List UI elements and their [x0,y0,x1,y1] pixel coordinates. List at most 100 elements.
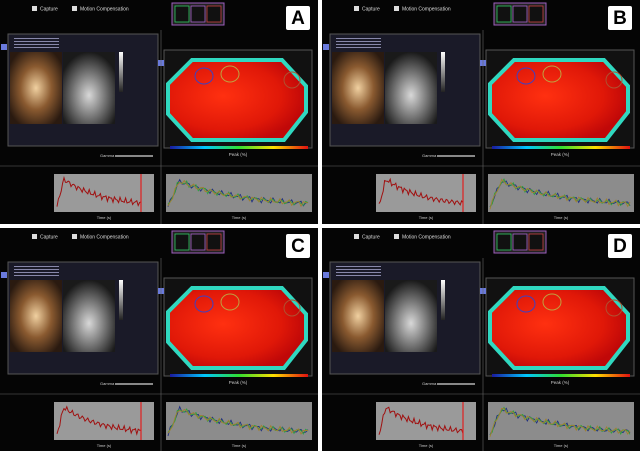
gamma-slider [115,155,153,157]
thumbnail [207,234,221,250]
thumbnail [207,6,221,22]
contrast-image [332,52,384,124]
contrast-image [332,280,384,352]
screenshot-panel: Capture Motion Compensation C Gamma Peak (%)… [0,228,318,451]
checkbox [32,6,37,11]
roi-chart [488,174,634,212]
checkbox [394,234,399,239]
color-bar [170,146,308,149]
tic-chart [54,174,154,212]
capture-label: Capture [40,6,58,12]
grayscale-bar [119,280,123,320]
checkbox [32,234,37,239]
checkbox [354,234,359,239]
color-bar [492,146,630,149]
figure: Capture Motion Compensation A Gamma Peak (%)… [0,0,640,451]
info-line [336,266,381,267]
panel-label: C [291,236,305,257]
info-line [14,275,59,276]
side-tab [323,44,329,50]
panel-label: B [613,8,627,29]
color-bar [170,374,308,377]
perfusion-map [168,60,306,140]
roi-chart [166,402,312,440]
info-line [14,269,59,270]
tic-chart [54,402,154,440]
panel-label: A [291,8,305,29]
motion-label: Motion Compensation [402,234,451,240]
thumbnail [191,234,205,250]
grayscale-bar [441,52,445,92]
time-label: Time (s) [232,443,247,448]
info-line [14,266,59,267]
motion-label: Motion Compensation [80,234,129,240]
info-line [14,44,59,45]
checkbox [394,6,399,11]
tic-chart [376,174,476,212]
thumbnail [529,234,543,250]
peak-label: Peak (%) [229,152,248,157]
gamma-slider [437,155,475,157]
side-tab [323,272,329,278]
screenshot-panel: Capture Motion Compensation D Gamma Peak (%)… [322,228,640,451]
time-label: Time (s) [97,443,112,448]
gamma-label: Gamma [100,153,115,158]
time-label: Time (s) [232,215,247,220]
checkbox [354,6,359,11]
color-bar [492,374,630,377]
perfusion-map [490,288,628,368]
thumbnail [497,6,511,22]
peak-label: Peak (%) [229,380,248,385]
side-tab [1,272,7,278]
motion-label: Motion Compensation [80,6,129,12]
gamma-slider [437,383,475,385]
peak-label: Peak (%) [551,152,570,157]
capture-label: Capture [40,234,58,240]
info-line [336,38,381,39]
thumbnail [175,6,189,22]
info-line [14,41,59,42]
perfusion-map [490,60,628,140]
thumbnail [175,234,189,250]
info-line [336,269,381,270]
time-label: Time (s) [554,443,569,448]
info-line [14,38,59,39]
contrast-image [10,52,62,124]
info-line [336,272,381,273]
screenshot-panel: Capture Motion Compensation A Gamma Peak (%)… [0,0,318,224]
tic-chart [376,402,476,440]
roi-chart [166,174,312,212]
info-line [14,272,59,273]
thumbnail [529,6,543,22]
peak-label: Peak (%) [551,380,570,385]
contrast-image [10,280,62,352]
motion-label: Motion Compensation [402,6,451,12]
gamma-slider [115,383,153,385]
gamma-label: Gamma [422,381,437,386]
thumbnail [513,6,527,22]
roi-chart [488,402,634,440]
time-label: Time (s) [419,215,434,220]
info-line [336,41,381,42]
thumbnail [497,234,511,250]
bmode-image [385,280,437,352]
capture-label: Capture [362,234,380,240]
side-tab [1,44,7,50]
grayscale-bar [119,52,123,92]
thumbnail [191,6,205,22]
grayscale-bar [441,280,445,320]
info-line [336,47,381,48]
thumbnail [513,234,527,250]
time-label: Time (s) [419,443,434,448]
panel-label: D [613,236,627,257]
bmode-image [63,52,115,124]
gamma-label: Gamma [100,381,115,386]
gamma-label: Gamma [422,153,437,158]
info-line [14,47,59,48]
checkbox [72,6,77,11]
checkbox [72,234,77,239]
bmode-image [63,280,115,352]
time-label: Time (s) [97,215,112,220]
time-label: Time (s) [554,215,569,220]
